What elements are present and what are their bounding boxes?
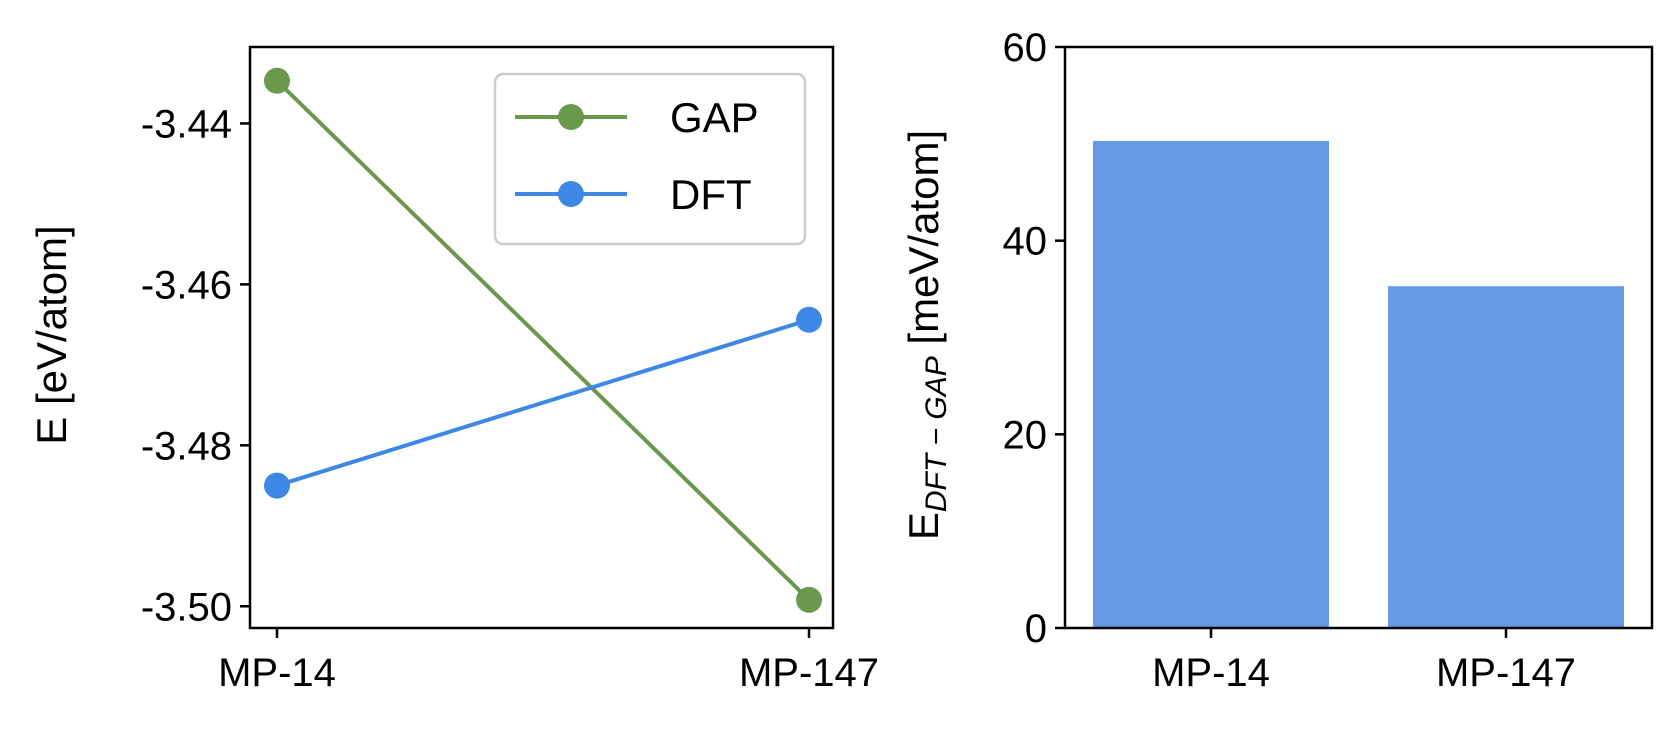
x-tick-label: MP-147 [1436,651,1576,695]
x-tick-label: MP-14 [1152,651,1270,695]
legend-entry-gap: GAP [515,94,759,141]
y-tick-label: -3.48 [141,424,232,468]
y-tick-label: 0 [1025,607,1047,651]
energy-line-chart: E [eV/atom] -3.44-3.46-3.48-3.50 MP-14 MP… [28,45,879,695]
y-tick-label: -3.50 [141,585,232,629]
x-axis-ticks: MP-14 MP-147 [218,628,879,695]
y-axis-ticks: -3.44 -3.46 -3.48 -3.50 [141,102,250,629]
plot-frame [248,45,835,630]
y-tick-label: 20 [1003,413,1048,457]
legend-label-gap: GAP [670,94,759,141]
data-point-gap [796,586,822,613]
legend: GAP DFT [493,72,807,246]
y-axis-label: E [eV/atom] [28,225,75,444]
data-point-dft [796,306,822,333]
plot-frame [1063,45,1654,630]
plot-series [264,67,822,613]
series-line-dft [276,317,810,488]
bar-mp-147 [1388,286,1624,628]
y-tick-label: -3.44 [141,102,232,146]
y-tick-label: -3.46 [141,263,232,307]
bars [1093,140,1624,628]
y-axis-label: EDFT − GAP [meV/atom] [900,130,953,540]
legend-entry-dft: DFT [515,171,752,218]
data-point-gap [264,67,290,94]
y-axis-ticks: 0 20 40 60 [1003,26,1065,651]
data-point-dft [264,472,290,499]
y-tick-label: 60 [1003,26,1048,70]
x-axis-ticks: MP-14 MP-147 [1152,628,1576,695]
series-line-gap [275,79,811,602]
bar-mp-14 [1093,140,1329,628]
y-axis-label-unit: [meV/atom] [900,130,947,356]
legend-label-dft: DFT [670,171,752,218]
legend-marker-dft [558,181,584,207]
y-axis-label-base: E [900,512,947,540]
y-axis-label-subscript: DFT − GAP [920,356,953,512]
legend-marker-gap [558,104,584,130]
y-tick-label: 40 [1003,220,1048,264]
x-tick-label: MP-147 [739,651,879,695]
x-tick-label: MP-14 [218,651,336,695]
